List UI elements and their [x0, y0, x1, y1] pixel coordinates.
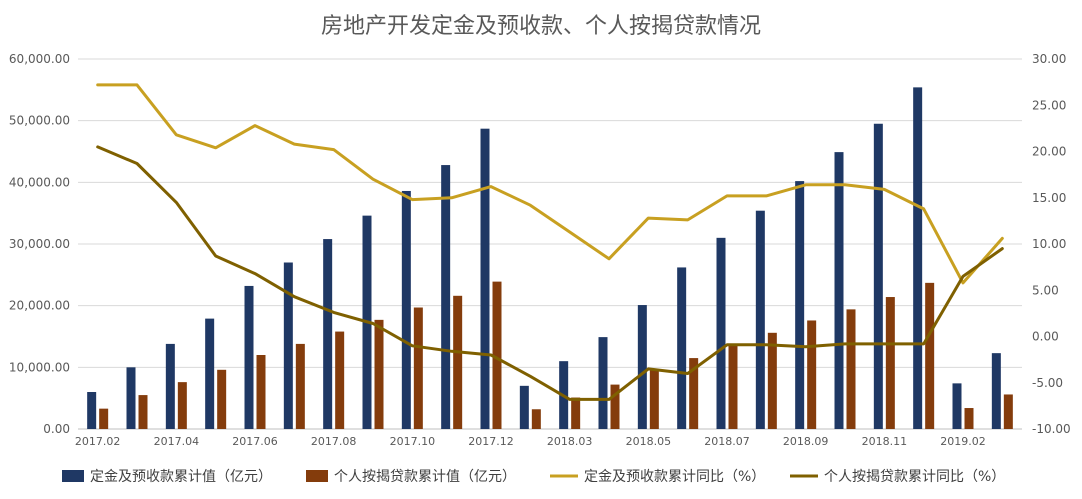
legend-swatch — [306, 470, 328, 482]
x-tick-label: 2018.11 — [862, 435, 908, 448]
bar-deposit-value — [795, 181, 805, 429]
bar-mortgage-value — [571, 397, 581, 429]
right-tick-label: 20.00 — [1032, 145, 1066, 159]
bar-mortgage-value — [610, 384, 620, 429]
bar-deposit-value — [637, 305, 647, 429]
bar-deposit-value — [598, 337, 608, 429]
bar-deposit-value — [126, 367, 136, 429]
bar-mortgage-value — [1003, 394, 1013, 429]
bar-deposit-value — [755, 210, 765, 429]
left-tick-label: 50,000.00 — [9, 114, 70, 128]
bar-mortgage-value — [846, 309, 856, 429]
left-tick-label: 20,000.00 — [9, 299, 70, 313]
x-tick-label: 2017.04 — [154, 435, 200, 448]
bar-mortgage-value — [256, 355, 266, 429]
x-tick-label: 2017.02 — [75, 435, 121, 448]
x-tick-label: 2017.12 — [468, 435, 514, 448]
x-tick-label: 2017.10 — [390, 435, 436, 448]
bar-mortgage-value — [767, 332, 777, 429]
bar-deposit-value — [952, 383, 962, 429]
legend: 定金及预收款累计值（亿元） 个人按揭贷款累计值（亿元） 定金及预收款累计同比（%） 个… — [62, 469, 1005, 485]
bar-mortgage-value — [138, 395, 148, 429]
right-tick-label: 15.00 — [1032, 191, 1066, 205]
left-tick-label: 10,000.00 — [9, 360, 70, 374]
bar-deposit-value — [519, 385, 529, 429]
x-tick-label: 2017.06 — [232, 435, 278, 448]
bar-deposit-value — [716, 237, 726, 429]
bar-mortgage-value — [492, 281, 502, 429]
left-tick-label: 40,000.00 — [9, 175, 70, 189]
bar-mortgage-value — [964, 408, 974, 429]
bar-mortgage-value — [807, 320, 817, 429]
bar-deposit-value — [205, 318, 215, 429]
bar-deposit-value — [913, 87, 923, 429]
bar-deposit-value — [87, 392, 97, 429]
bar-mortgage-value — [453, 295, 463, 429]
right-axis-ticks: -10.00 -5.00 0.00 5.00 10.00 15.00 20.00 25.00 3… — [1032, 52, 1071, 436]
line-mortgage-yoy — [96, 145, 1004, 401]
x-tick-label: 2018.07 — [704, 435, 750, 448]
bar-mortgage-value — [177, 382, 187, 429]
right-tick-label: 30.00 — [1032, 52, 1066, 66]
right-tick-label: 25.00 — [1032, 98, 1066, 112]
chart-title: 房地产开发定金及预收款、个人按揭贷款情况 — [321, 14, 761, 39]
left-tick-label: 60,000.00 — [9, 52, 70, 66]
legend-label: 个人按揭贷款累计值（亿元） — [334, 469, 516, 485]
x-tick-label: 2018.09 — [783, 435, 829, 448]
x-tick-label: 2017.08 — [311, 435, 357, 448]
bar-deposit-value — [677, 267, 687, 429]
x-tick-label: 2018.03 — [547, 435, 593, 448]
bar-deposit-value — [991, 353, 1001, 429]
right-tick-label: -10.00 — [1032, 422, 1071, 436]
bar-mortgage-value — [885, 297, 895, 429]
bar-mortgage-value — [413, 307, 423, 429]
bar-mortgage-value — [689, 358, 699, 429]
x-axis-ticks: 2017.02 2017.04 2017.06 2017.08 2017.10 2017.… — [75, 435, 986, 448]
bar-deposit-value — [283, 262, 293, 429]
line-series — [96, 83, 1004, 401]
x-tick-label: 2018.05 — [626, 435, 672, 448]
right-tick-label: 5.00 — [1032, 283, 1059, 297]
left-tick-label: 0.00 — [43, 422, 70, 436]
bar-mortgage-value — [99, 408, 109, 429]
legend-label: 定金及预收款累计同比（%） — [584, 469, 765, 485]
bar-mortgage-value — [728, 345, 738, 429]
bar-deposit-value — [323, 239, 333, 429]
legend-swatch — [62, 470, 84, 482]
bar-mortgage-value — [217, 369, 227, 429]
left-tick-label: 30,000.00 — [9, 237, 70, 251]
bar-deposit-value — [834, 152, 844, 429]
right-tick-label: 0.00 — [1032, 330, 1059, 344]
bar-series — [87, 87, 1013, 430]
bar-deposit-value — [441, 165, 451, 430]
bar-mortgage-value — [649, 369, 659, 429]
line-deposit-yoy — [96, 83, 1004, 285]
gridlines — [78, 58, 1022, 430]
bar-mortgage-value — [295, 343, 305, 429]
right-tick-label: -5.00 — [1032, 376, 1063, 390]
legend-label: 定金及预收款累计值（亿元） — [90, 469, 272, 485]
bar-deposit-value — [401, 190, 411, 429]
bar-deposit-value — [480, 128, 490, 429]
bar-mortgage-value — [335, 331, 345, 429]
bar-mortgage-value — [531, 409, 541, 429]
bar-deposit-value — [873, 123, 883, 429]
bar-deposit-value — [165, 343, 175, 429]
legend-label: 个人按揭贷款累计同比（%） — [824, 469, 1005, 485]
right-tick-label: 10.00 — [1032, 237, 1066, 251]
bar-mortgage-value — [925, 282, 935, 429]
x-tick-label: 2019.02 — [940, 435, 986, 448]
bar-deposit-value — [244, 285, 254, 429]
left-axis-ticks: 0.00 10,000.00 20,000.00 30,000.00 40,000.00… — [9, 52, 70, 436]
bar-mortgage-value — [374, 319, 384, 429]
